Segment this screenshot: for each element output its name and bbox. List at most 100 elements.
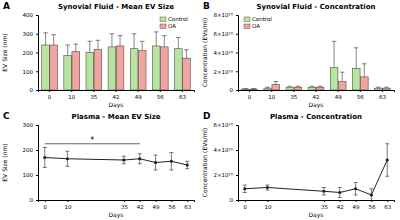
error-cap [322,195,326,196]
x-tick: 0 [244,200,248,210]
bar [183,58,191,90]
x-tick-mark [382,90,383,92]
error-bar [385,144,389,177]
bar [272,84,280,90]
x-tick-mark [156,200,157,202]
error-line [356,48,357,69]
bar [116,46,124,90]
y-tick-mark [36,175,38,176]
x-axis: 0103542495663 [39,200,195,210]
error-bar [51,35,56,45]
bar [338,82,346,90]
x-tick-label: 42 [313,94,320,100]
error-cap [138,153,142,154]
error-bar [65,45,70,55]
error-bar [288,86,293,88]
x-tick: 10 [264,200,271,210]
error-bar [118,36,123,46]
x-tick-label: 56 [157,94,164,100]
x-axis: 0103542495663 [239,200,395,210]
error-cap [43,147,47,148]
panel: DPlasma - Concentration010354249566302×1… [201,111,395,219]
x-tick-mark [340,200,341,202]
panel: BSynovial Fluid - Concentration010354249… [201,1,395,109]
line-series [43,148,189,171]
point [370,193,373,196]
x-tick-label: 42 [337,204,344,210]
y-tick: 6×10¹⁰ [213,31,238,37]
y-tick: 8×10¹⁰ [213,12,238,18]
x-tick: 63 [384,200,391,210]
x-axis: 0103542495663 [239,90,395,100]
error-cap [310,86,315,87]
error-bar [176,38,181,49]
error-cap [243,185,247,186]
bar [360,77,368,90]
x-tick-mark [138,90,139,92]
bar [108,47,116,90]
error-bar [169,153,173,171]
x-tick: 56 [157,90,164,100]
x-tick-mark [93,90,94,92]
legend-label: Control [252,16,272,22]
y-tick-mark [236,34,238,35]
x-tick: 35 [290,90,297,100]
bar [42,45,50,90]
x-tick-label: 35 [90,94,97,100]
x-tick: 42 [137,200,144,210]
x-tick-mark [271,90,272,92]
x-tick-mark [140,200,141,202]
x-tick-label: 42 [137,204,144,210]
point [43,156,46,159]
x-tick: 42 [337,200,344,210]
error-cap [96,40,101,41]
y-tick-label: 0 [30,87,34,93]
y-tick: 4×10¹⁰ [213,50,238,56]
x-tick-label: 35 [290,94,297,100]
x-tick-label: 0 [48,94,52,100]
x-tick-mark [182,90,183,92]
error-cap [43,32,48,33]
y-tick: 100 [23,172,39,178]
error-cap [110,33,115,34]
y-tick-mark [36,71,38,72]
error-bar [154,155,158,170]
x-tick-mark [293,90,294,92]
error-cap [140,41,145,42]
y-axis-line [236,126,239,201]
legend-label: OA [252,23,260,29]
error-cap [265,87,270,88]
error-cap [122,163,126,164]
error-cap [243,88,248,89]
y-tick-label: 2×10¹⁰ [213,69,233,75]
error-bar [354,183,358,196]
y-tick: 0 [230,87,239,93]
y-axis-line [36,16,39,91]
x-tick-label: 42 [113,94,120,100]
plot-area: 0103542495663*0100200300Days [23,122,195,219]
x-tick-mark [371,200,372,202]
chart-title: Synovial Fluid - Mean EV Size [58,3,174,11]
error-cap [385,176,389,177]
legend-label: Control [168,16,188,22]
bar-series [42,32,182,90]
y-axis: 0 2×10¹⁰ 4×10¹⁰ 6×10¹⁰ 8×10¹⁰ [213,12,238,93]
x-tick: 10 [268,90,275,100]
bar [286,87,294,90]
panel: ASynovial Fluid - Mean EV Size0103542495… [1,1,195,109]
error-line [53,35,54,45]
error-line [142,41,143,50]
y-tick-label: 6×10¹⁰ [213,122,233,128]
error-cap [354,47,359,48]
error-cap [322,187,326,188]
x-tick: 35 [121,200,128,210]
y-tick-label: 4×10¹⁰ [213,50,233,56]
error-line [364,64,365,77]
panel: CPlasma - Mean EV Size0103542495663*0100… [1,111,195,219]
bar [72,52,80,90]
error-line [334,41,335,67]
error-line [45,33,46,45]
error-cap [154,155,158,156]
error-line [156,32,157,46]
x-tick-mark [45,200,46,202]
